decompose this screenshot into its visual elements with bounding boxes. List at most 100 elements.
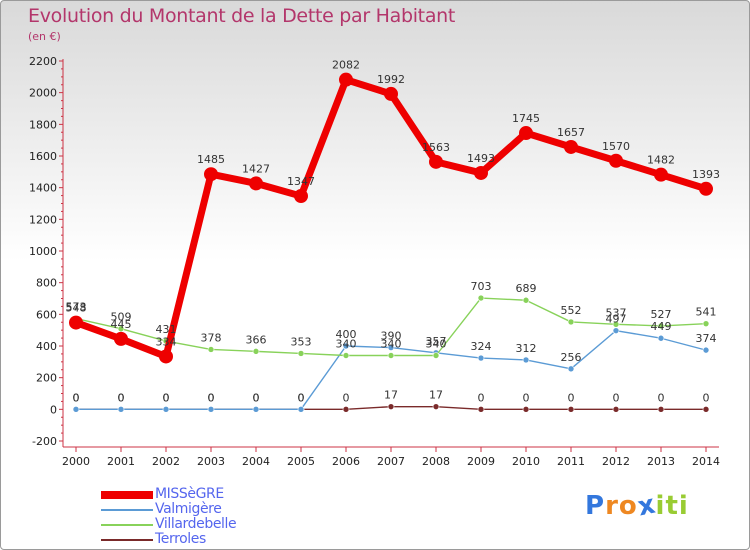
x-tick-label: 2011 (557, 455, 585, 468)
data-point (564, 139, 578, 154)
x-tick-label: 2006 (332, 455, 360, 468)
data-point (522, 406, 530, 413)
data-label: 357 (426, 335, 447, 348)
data-label: 0 (478, 391, 485, 404)
data-label: 390 (381, 330, 402, 343)
data-label: 0 (208, 391, 215, 404)
data-point (339, 72, 353, 87)
y-tick-label: 2000 (29, 87, 57, 100)
data-label: 537 (606, 306, 627, 319)
data-label: 1427 (242, 162, 270, 175)
data-point (342, 352, 350, 359)
data-point (72, 406, 80, 413)
data-label: 353 (291, 335, 312, 348)
data-label: 509 (111, 311, 132, 324)
legend-swatch (101, 524, 153, 526)
y-tick-label: 1200 (29, 213, 57, 226)
data-label: 0 (253, 391, 260, 404)
data-label: 0 (208, 391, 215, 404)
data-label: 552 (561, 304, 582, 317)
logo-letter: r (605, 491, 619, 521)
x-tick-label: 2003 (197, 455, 225, 468)
data-point (477, 354, 485, 362)
data-point (432, 352, 440, 359)
y-tick-label: 200 (36, 372, 57, 385)
legend-swatch (101, 539, 153, 541)
x-tick-label: 2008 (422, 455, 450, 468)
data-point (384, 86, 398, 101)
data-point (387, 403, 395, 410)
data-label: 324 (471, 340, 492, 353)
data-label: 0 (343, 391, 350, 404)
x-tick-label: 2005 (287, 455, 315, 468)
data-label: 378 (201, 331, 222, 344)
x-tick-label: 2001 (107, 455, 135, 468)
x-tick-label: 2002 (152, 455, 180, 468)
data-label: 548 (66, 302, 87, 315)
data-point (657, 406, 665, 413)
data-label: 0 (118, 391, 125, 404)
data-point (567, 365, 575, 373)
data-label: 1657 (557, 126, 585, 139)
data-label: 334 (156, 335, 177, 348)
data-label: 2082 (332, 59, 360, 72)
data-point (612, 321, 620, 328)
y-tick-label: 2200 (29, 55, 57, 68)
data-point (207, 406, 215, 413)
y-tick-label: 800 (36, 277, 57, 290)
x-tick-label: 2004 (242, 455, 270, 468)
data-label: 0 (163, 391, 170, 404)
data-label: 449 (651, 320, 672, 333)
x-tick-label: 2014 (692, 455, 720, 468)
x-tick-label: 2000 (62, 455, 90, 468)
data-point (477, 294, 485, 302)
data-point (294, 189, 308, 204)
data-point (702, 406, 710, 413)
legend-label: Terroles (155, 531, 206, 547)
data-label: 17 (429, 389, 443, 402)
data-point (612, 406, 620, 413)
data-point (117, 406, 125, 413)
data-label: 689 (516, 282, 537, 295)
data-label: 1992 (377, 73, 405, 86)
logo-letter: o (618, 491, 638, 521)
data-point (567, 318, 575, 326)
data-point (519, 126, 533, 141)
x-tick-label: 2009 (467, 455, 495, 468)
data-point (429, 154, 443, 169)
proxiti-logo: Proxiti (585, 489, 689, 522)
data-point (387, 352, 395, 359)
data-label: 17 (384, 389, 398, 402)
data-point (249, 176, 263, 191)
y-tick-label: -200 (32, 435, 57, 448)
legend-swatch (101, 509, 153, 511)
data-label: 573 (66, 301, 87, 314)
data-point (114, 331, 128, 346)
data-label: 312 (516, 342, 537, 355)
data-label: 0 (568, 391, 575, 404)
data-label: 703 (471, 280, 492, 293)
data-point (117, 325, 125, 333)
data-label: 1482 (647, 154, 675, 167)
data-label: 497 (606, 313, 627, 326)
data-point (657, 334, 665, 342)
logo-letter: i (655, 491, 666, 521)
data-point (609, 153, 623, 168)
data-point (204, 167, 218, 182)
data-point (162, 406, 170, 413)
x-tick-label: 2007 (377, 455, 405, 468)
data-point (342, 342, 350, 350)
data-label: 1485 (197, 153, 225, 166)
data-label: 256 (561, 351, 582, 364)
data-label: 1393 (692, 168, 720, 181)
y-tick-label: 600 (36, 308, 57, 321)
legend-label: Villardebelle (155, 516, 237, 532)
data-label: 0 (523, 391, 530, 404)
data-point (477, 406, 485, 413)
data-point (432, 403, 440, 410)
data-label: 431 (156, 323, 177, 336)
data-point (702, 346, 710, 354)
data-label: 1745 (512, 112, 540, 125)
data-label: 340 (426, 338, 447, 351)
x-tick-label: 2013 (647, 455, 675, 468)
